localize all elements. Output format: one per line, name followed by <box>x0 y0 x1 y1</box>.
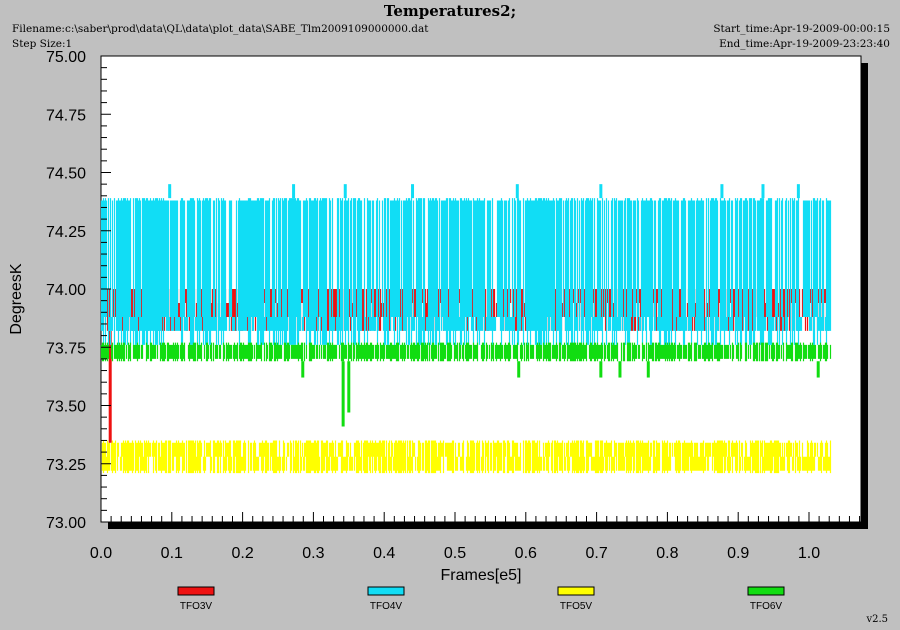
start-time-label: Start_time:Apr-19-2009-00:00:15 <box>713 23 890 35</box>
y-tick-label: 73.50 <box>46 399 86 416</box>
x-tick-label: 0.5 <box>444 545 466 562</box>
series-tfo4v <box>100 184 832 345</box>
legend-swatch <box>747 586 785 596</box>
x-tick-label: 0.1 <box>161 545 183 562</box>
x-tick-label: 0.7 <box>585 545 607 562</box>
y-tick-label: 73.25 <box>46 457 86 474</box>
legend-item-tfo4v: TFO4V <box>367 586 405 612</box>
y-tick-label: 74.75 <box>46 107 86 124</box>
y-tick-label: 73.00 <box>46 515 86 532</box>
y-tick-label: 74.00 <box>46 282 86 299</box>
x-tick-label: 0.2 <box>231 545 253 562</box>
series-layer <box>100 184 832 474</box>
y-tick-label: 74.25 <box>46 224 86 241</box>
legend-label: TFO4V <box>370 601 403 612</box>
x-tick-label: 0.3 <box>302 545 324 562</box>
legend: TFO3V TFO4V TFO5V TFO6V <box>177 586 785 612</box>
step-size-label: Step Size:1 <box>12 38 73 50</box>
y-tick-label: 73.75 <box>46 340 86 357</box>
legend-label: TFO3V <box>180 601 213 612</box>
legend-label: TFO5V <box>560 601 593 612</box>
axes-layer: 73.00 73.25 73.50 73.75 74.00 74.25 74.50 74.75… <box>46 49 861 562</box>
version-label: v2.5 <box>866 614 888 625</box>
legend-label: TFO6V <box>750 601 783 612</box>
filename-label: Filename:c:\saber\prod\data\QL\data\plot… <box>12 23 429 35</box>
legend-item-tfo6v: TFO6V <box>747 586 785 612</box>
chart-title: Temperatures2; <box>383 2 517 20</box>
legend-swatch <box>177 586 215 596</box>
x-tick-label: 0.9 <box>727 545 749 562</box>
y-tick-label: 74.50 <box>46 166 86 183</box>
x-tick-label: 0.6 <box>515 545 537 562</box>
end-time-label: End_time:Apr-19-2009-23:23:40 <box>719 38 890 50</box>
x-tick-label: 0.8 <box>656 545 678 562</box>
series-line-tfo6v <box>100 342 832 362</box>
x-tick-label: 0.4 <box>373 545 395 562</box>
legend-item-tfo5v: TFO5V <box>557 586 595 612</box>
x-tick-label: 1.0 <box>798 545 820 562</box>
x-tick-label: 0.0 <box>90 545 112 562</box>
series-line-tfo4v <box>100 198 832 345</box>
legend-item-tfo3v: TFO3V <box>177 586 215 612</box>
legend-swatch <box>367 586 405 596</box>
y-tick-label: 75.00 <box>46 49 86 66</box>
x-axis-label: Frames[e5] <box>441 567 522 584</box>
legend-swatch <box>557 586 595 596</box>
y-axis-label: DegreesK <box>8 263 25 334</box>
